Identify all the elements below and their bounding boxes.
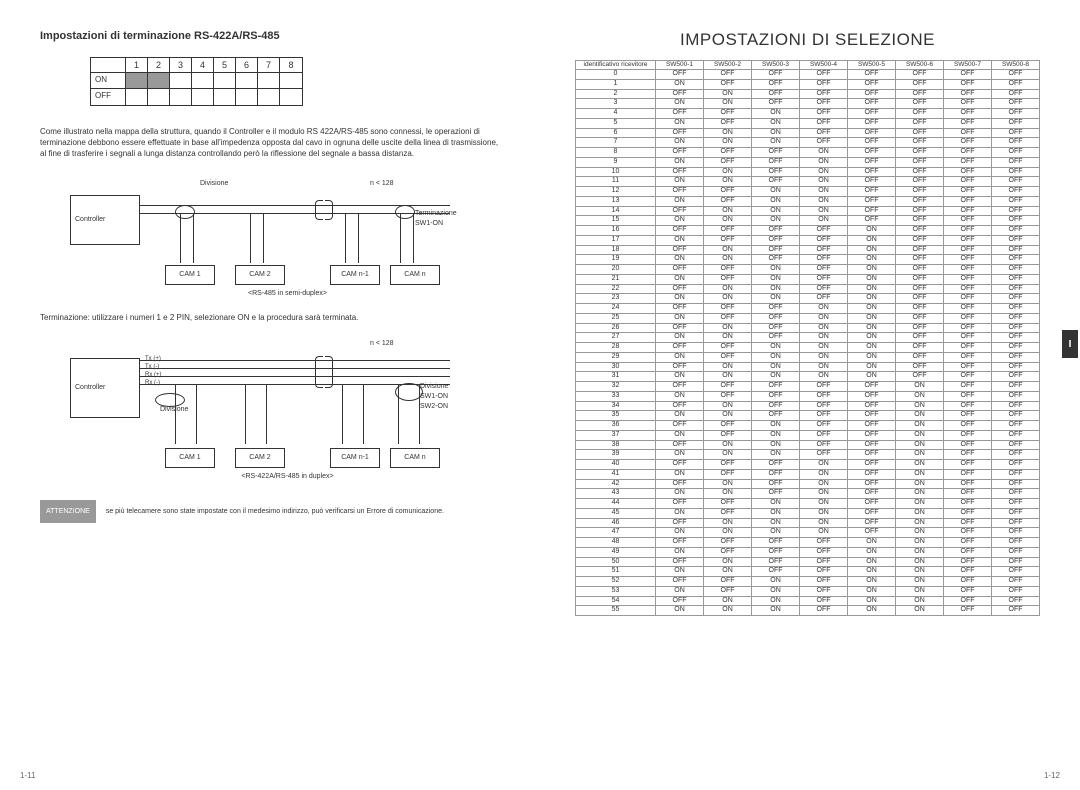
table-row: 13ONOFFONONOFFOFFOFFOFF [576, 196, 1040, 206]
table-row: 39ONONONOFFOFFONOFFOFF [576, 450, 1040, 460]
table-row: 34OFFONOFFOFFOFFONOFFOFF [576, 401, 1040, 411]
table-row: 45ONOFFONONOFFONOFFOFF [576, 508, 1040, 518]
table-row: 43ONONOFFONOFFONOFFOFF [576, 489, 1040, 499]
table-row: 8OFFOFFOFFONOFFOFFOFFOFF [576, 148, 1040, 158]
table-row: 50OFFONOFFOFFONONOFFOFF [576, 557, 1040, 567]
right-title: IMPOSTAZIONI DI SELEZIONE [575, 30, 1040, 50]
table-row: 44OFFOFFONONOFFONOFFOFF [576, 499, 1040, 509]
table-row: 38OFFONONOFFOFFONOFFOFF [576, 440, 1040, 450]
table-row: 9ONOFFOFFONOFFOFFOFFOFF [576, 157, 1040, 167]
table-row: 4OFFOFFONOFFOFFOFFOFFOFF [576, 109, 1040, 119]
table-header: SW500-7 [944, 61, 992, 70]
diagram-semiduplex: Controller Divisione n < 128 Terminazion… [70, 175, 470, 285]
table-row: 5ONOFFONOFFOFFOFFOFFOFF [576, 118, 1040, 128]
table-row: 48OFFOFFOFFOFFONONOFFOFF [576, 538, 1040, 548]
table-row: 28OFFOFFONONONOFFOFFOFF [576, 343, 1040, 353]
warning-text: se più telecamere sono state impostate c… [96, 500, 454, 523]
table-row: 23ONONONOFFONOFFOFFOFF [576, 294, 1040, 304]
table-row: 55ONONONOFFONONOFFOFF [576, 606, 1040, 616]
warning-box: ATTENZIONE se più telecamere sono state … [40, 500, 505, 523]
table-header: SW500-1 [656, 61, 704, 70]
diagram1-caption: <RS-485 in semi-duplex> [70, 290, 505, 297]
table-row: 17ONOFFOFFOFFONOFFOFFOFF [576, 235, 1040, 245]
table-row: 25ONOFFOFFONONOFFOFFOFF [576, 313, 1040, 323]
table-row: 14OFFONONONOFFOFFOFFOFF [576, 206, 1040, 216]
left-page: Impostazioni di terminazione RS-422A/RS-… [20, 30, 545, 760]
table-row: 52OFFOFFONOFFONONOFFOFF [576, 577, 1040, 587]
table-row: 11ONONOFFONOFFOFFOFFOFF [576, 177, 1040, 187]
table-row: 24OFFOFFOFFONONOFFOFFOFF [576, 304, 1040, 314]
table-row: 54OFFONONOFFONONOFFOFF [576, 596, 1040, 606]
table-header: SW500-8 [992, 61, 1040, 70]
paragraph-2: Terminazione: utilizzare i numeri 1 e 2 … [40, 312, 505, 323]
table-row: 10OFFONOFFONOFFOFFOFFOFF [576, 167, 1040, 177]
table-header: SW500-5 [848, 61, 896, 70]
table-row: 35ONONOFFOFFOFFONOFFOFF [576, 411, 1040, 421]
table-header: SW500-6 [896, 61, 944, 70]
page-number-left: 1-11 [20, 771, 35, 780]
table-row: 36OFFOFFONOFFOFFONOFFOFF [576, 421, 1040, 431]
dip-switch: 1 2 3 4 5 6 7 8 ON OFF [90, 57, 303, 106]
table-row: 22OFFONONOFFONOFFOFFOFF [576, 284, 1040, 294]
table-row: 7ONONONOFFOFFOFFOFFOFF [576, 138, 1040, 148]
table-row: 47ONONONONOFFONOFFOFF [576, 528, 1040, 538]
table-row: 41ONOFFOFFONOFFONOFFOFF [576, 469, 1040, 479]
table-row: 40OFFOFFOFFONOFFONOFFOFF [576, 460, 1040, 470]
table-row: 1ONOFFOFFOFFOFFOFFOFFOFF [576, 79, 1040, 89]
page-number-right: 1-12 [1044, 771, 1060, 780]
table-row: 0OFFOFFOFFOFFOFFOFFOFFOFF [576, 70, 1040, 80]
table-header: SW500-4 [800, 61, 848, 70]
table-row: 27ONONOFFONONOFFOFFOFF [576, 333, 1040, 343]
right-page: IMPOSTAZIONI DI SELEZIONE identificativo… [545, 30, 1060, 760]
table-row: 18OFFONOFFOFFONOFFOFFOFF [576, 245, 1040, 255]
table-row: 12OFFOFFONONOFFOFFOFFOFF [576, 187, 1040, 197]
table-row: 26OFFONOFFONONOFFOFFOFF [576, 323, 1040, 333]
table-row: 16OFFOFFOFFOFFONOFFOFFOFF [576, 226, 1040, 236]
table-row: 19ONONOFFOFFONOFFOFFOFF [576, 255, 1040, 265]
table-row: 20OFFOFFONOFFONOFFOFFOFF [576, 265, 1040, 275]
table-header: SW500-2 [704, 61, 752, 70]
table-row: 42OFFONOFFONOFFONOFFOFF [576, 479, 1040, 489]
selection-table: identificativo ricevitoreSW500-1SW500-2S… [575, 60, 1040, 616]
diagram-duplex: Controller Tx (+) Tx (-) Rx (+) Rx (-) n… [70, 338, 470, 468]
diagram2-caption: <RS-422A/RS-485 in duplex> [70, 473, 505, 480]
table-row: 2OFFONOFFOFFOFFOFFOFFOFF [576, 89, 1040, 99]
table-row: 21ONOFFONOFFONOFFOFFOFF [576, 274, 1040, 284]
table-header-id: identificativo ricevitore [576, 61, 656, 70]
table-row: 6OFFONONOFFOFFOFFOFFOFF [576, 128, 1040, 138]
table-row: 32OFFOFFOFFOFFOFFONOFFOFF [576, 382, 1040, 392]
table-row: 46OFFONONONOFFONOFFOFF [576, 518, 1040, 528]
table-row: 3ONONOFFOFFOFFOFFOFFOFF [576, 99, 1040, 109]
table-row: 33ONOFFOFFOFFOFFONOFFOFF [576, 391, 1040, 401]
warning-tag: ATTENZIONE [40, 500, 96, 523]
table-row: 15ONONONONOFFOFFOFFOFF [576, 216, 1040, 226]
side-tab: I [1062, 330, 1078, 358]
table-row: 49ONOFFOFFOFFONONOFFOFF [576, 547, 1040, 557]
section-title: Impostazioni di terminazione RS-422A/RS-… [40, 30, 505, 42]
table-row: 29ONOFFONONONOFFOFFOFF [576, 352, 1040, 362]
table-row: 53ONOFFONOFFONONOFFOFF [576, 586, 1040, 596]
table-row: 37ONOFFONOFFOFFONOFFOFF [576, 430, 1040, 440]
table-row: 30OFFONONONONOFFOFFOFF [576, 362, 1040, 372]
table-header: SW500-3 [752, 61, 800, 70]
table-row: 51ONONOFFOFFONONOFFOFF [576, 567, 1040, 577]
paragraph-1: Come illustrato nella mappa della strutt… [40, 126, 505, 160]
table-row: 31ONONONONONOFFOFFOFF [576, 372, 1040, 382]
